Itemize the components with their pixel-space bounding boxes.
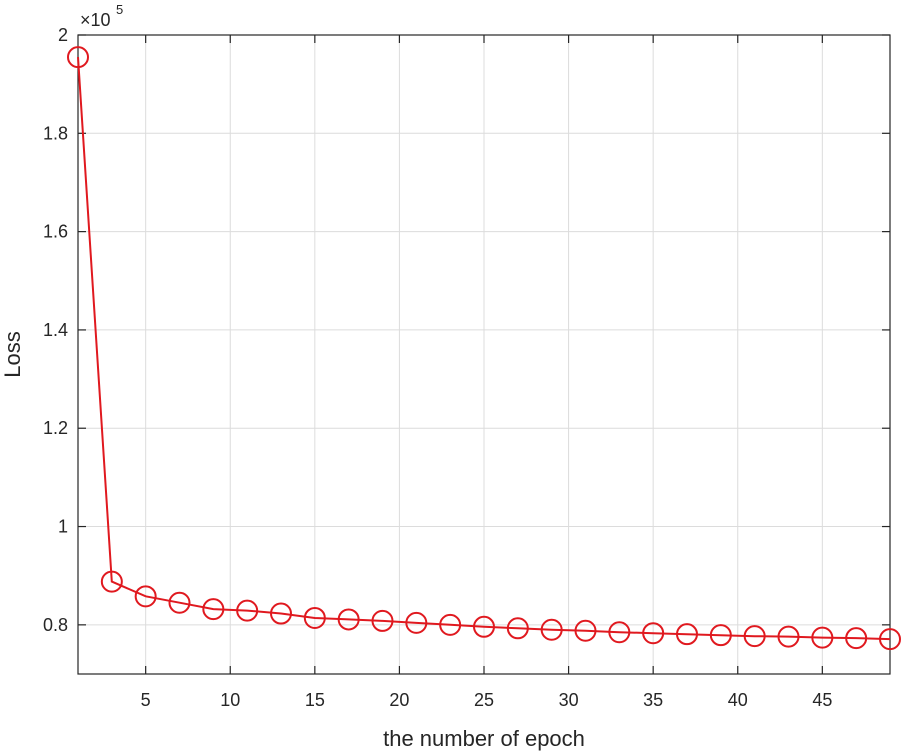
x-tick-label: 30 (559, 690, 579, 710)
y-axis-multiplier-base: ×10 (80, 10, 111, 30)
data-point (303, 606, 326, 629)
y-tick-label: 1.8 (43, 123, 68, 143)
x-axis-label: the number of epoch (383, 726, 585, 751)
y-tick-label: 2 (58, 25, 68, 45)
data-point (777, 625, 800, 648)
x-tick-label: 10 (220, 690, 240, 710)
data-point (473, 615, 495, 638)
data-point (100, 570, 123, 593)
y-tick-label: 1.4 (43, 320, 68, 340)
data-point (845, 627, 868, 650)
data-point (270, 602, 292, 625)
data-point (506, 617, 529, 640)
data-point (676, 623, 698, 646)
y-tick-label: 0.8 (43, 615, 68, 635)
x-tick-label: 15 (305, 690, 325, 710)
data-point (743, 625, 766, 648)
data-point (642, 622, 665, 645)
y-axis-label: Loss (0, 331, 25, 377)
data-point (574, 619, 597, 642)
data-point (168, 591, 191, 614)
y-tick-label: 1 (58, 517, 68, 537)
x-tick-label: 25 (474, 690, 494, 710)
x-tick-label: 5 (141, 690, 151, 710)
data-point (879, 628, 901, 651)
data-point (236, 599, 259, 622)
x-tick-label: 45 (812, 690, 832, 710)
data-point (202, 598, 225, 621)
data-point (134, 585, 157, 608)
data-point (337, 608, 360, 631)
series-loss (67, 46, 901, 651)
x-tick-label: 20 (389, 690, 409, 710)
data-point (540, 618, 563, 641)
series-line (77, 57, 891, 641)
y-tick-label: 1.2 (43, 418, 68, 438)
data-point (811, 626, 834, 649)
data-point (371, 609, 394, 632)
data-point (439, 613, 462, 636)
data-point (67, 46, 89, 69)
data-point (608, 621, 631, 644)
y-axis-multiplier-exponent: 5 (116, 2, 123, 17)
axis-ticks: 5 10 15 20 25 30 35 40 45 0.8 1 1.2 1.4 1.6 1.8 2 (43, 25, 890, 710)
x-tick-label: 40 (728, 690, 748, 710)
y-tick-label: 1.6 (43, 222, 68, 242)
data-point (405, 611, 428, 634)
x-tick-label: 35 (643, 690, 663, 710)
data-point (709, 624, 732, 647)
grid-lines (78, 34, 890, 674)
